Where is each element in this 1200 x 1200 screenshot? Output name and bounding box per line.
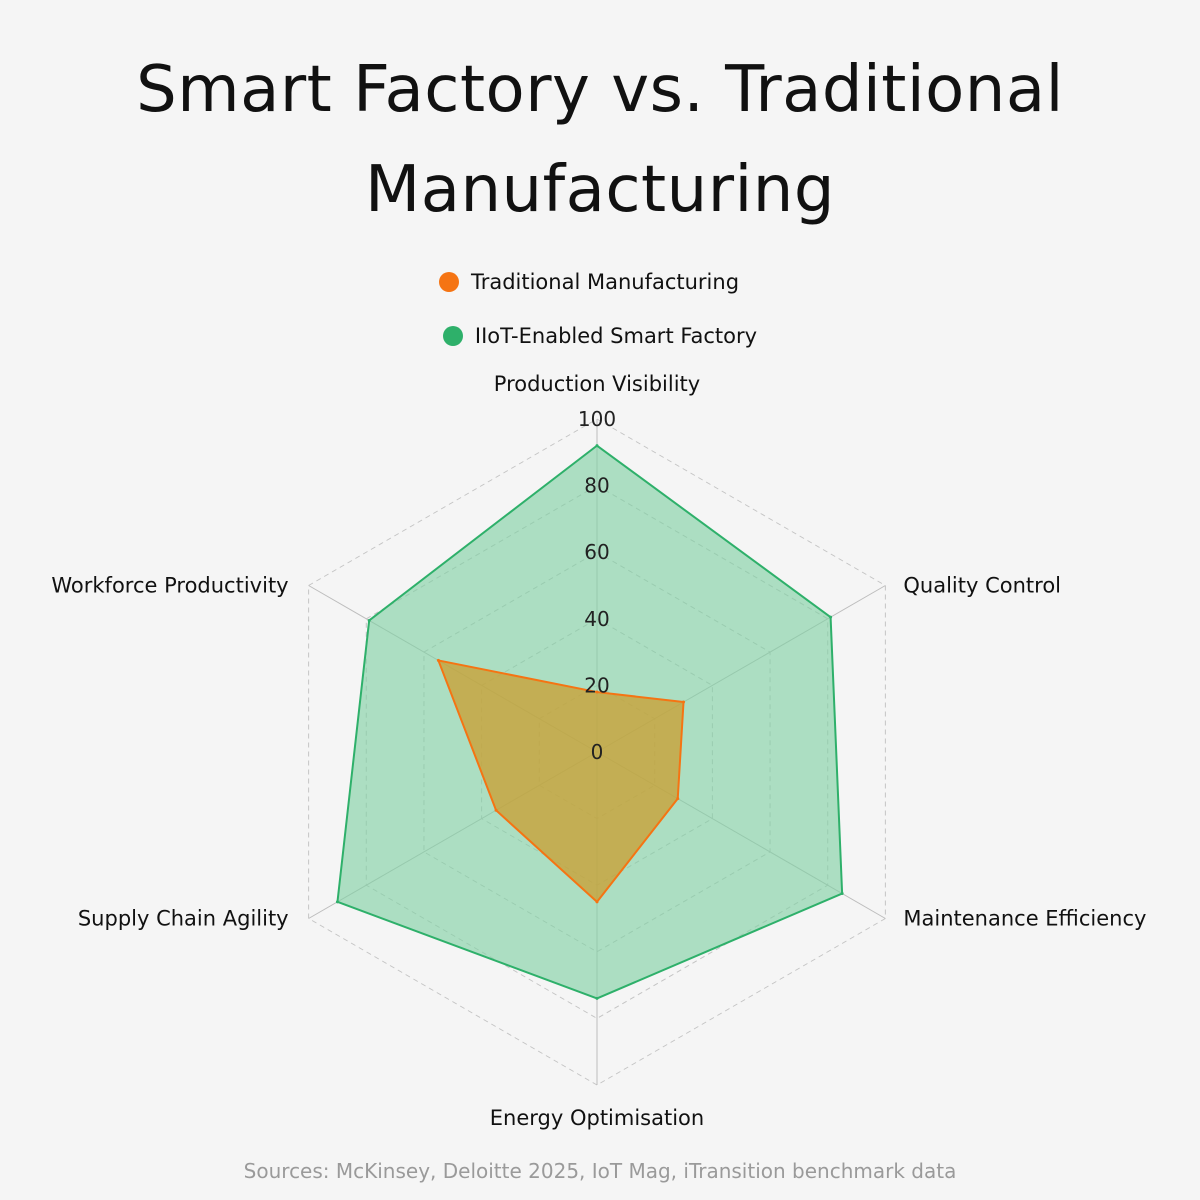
legend-label-smart-factory: IIoT-Enabled Smart Factory	[474, 324, 758, 348]
legend-swatch-smart-factory	[442, 326, 463, 346]
axis-label: Energy Optimisation	[490, 1106, 704, 1130]
data-point-traditional	[436, 658, 440, 662]
axis-label: Supply Chain Agility	[78, 907, 289, 931]
legend-label-traditional: Traditional Manufacturing	[470, 270, 740, 294]
axis-label: Workforce Productivity	[51, 574, 288, 598]
data-point-traditional	[595, 690, 599, 694]
data-point-smart-factory	[840, 892, 844, 896]
data-point-traditional	[676, 797, 680, 801]
data-point-traditional	[494, 808, 498, 812]
data-point-smart-factory	[829, 615, 833, 619]
chart-title-line-1: Smart Factory vs. Traditional	[136, 53, 1064, 127]
chart-title-line-2: Manufacturing	[365, 153, 835, 227]
source-note: Sources: McKinsey, Deloitte 2025, IoT Ma…	[243, 1159, 957, 1183]
data-point-smart-factory	[595, 444, 599, 448]
chart-title: Smart Factory vs. Traditional Manufactur…	[60, 40, 1140, 240]
data-point-traditional	[682, 700, 686, 704]
data-point-smart-factory	[595, 996, 599, 1000]
legend: Traditional Manufacturing IIoT-Enabled S…	[0, 262, 1200, 356]
axis-label: Quality Control	[903, 574, 1061, 598]
tick-label: 40	[584, 607, 609, 631]
data-point-traditional	[595, 900, 599, 904]
tick-label: 80	[584, 474, 609, 498]
axis-label: Maintenance Efficiency	[903, 907, 1146, 931]
legend-item-traditional[interactable]: Traditional Manufacturing	[438, 262, 740, 302]
data-point-smart-factory	[335, 900, 339, 904]
tick-label: 0	[591, 740, 604, 764]
data-point-smart-factory	[367, 618, 371, 622]
legend-swatch-traditional	[438, 272, 459, 292]
tick-label: 60	[584, 540, 609, 564]
tick-label: 20	[584, 673, 609, 697]
axis-label: Production Visibility	[494, 372, 700, 396]
tick-label: 100	[578, 407, 616, 431]
legend-item-smart-factory[interactable]: IIoT-Enabled Smart Factory	[442, 316, 758, 356]
